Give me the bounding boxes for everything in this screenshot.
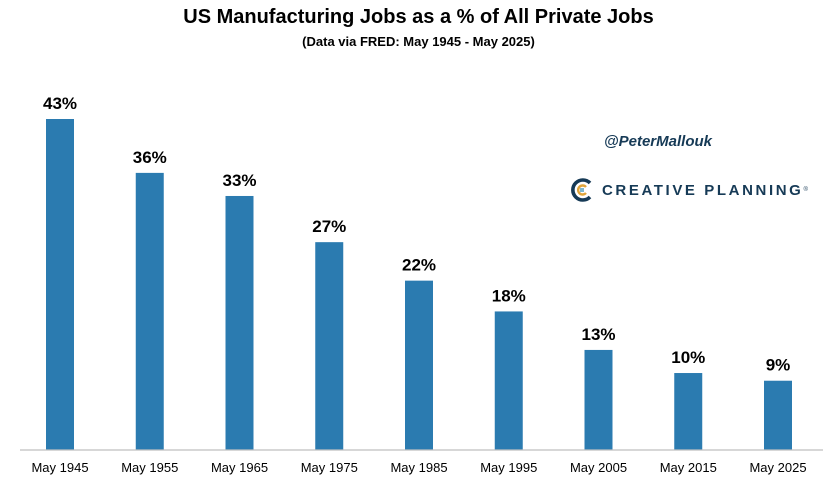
x-tick-label: May 2005 xyxy=(570,460,627,475)
x-tick-label: May 1955 xyxy=(121,460,178,475)
bar-may-2025 xyxy=(764,380,792,450)
logo-mark-icon xyxy=(571,178,592,202)
data-label: 10% xyxy=(671,348,705,367)
data-label: 13% xyxy=(581,325,615,344)
data-label: 22% xyxy=(402,256,436,275)
data-label: 33% xyxy=(222,171,256,190)
chart-subtitle: (Data via FRED: May 1945 - May 2025) xyxy=(302,34,535,49)
creative-planning-logo: CREATIVE PLANNING ® xyxy=(570,178,808,202)
x-tick-label: May 1945 xyxy=(31,460,88,475)
x-tick-label: May 2015 xyxy=(660,460,717,475)
trademark-mark: ® xyxy=(803,187,808,193)
data-label: 27% xyxy=(312,217,346,236)
x-tick-label: May 1985 xyxy=(390,460,447,475)
bar-may-1945 xyxy=(46,119,74,450)
data-label: 43% xyxy=(43,94,77,113)
chart-title: US Manufacturing Jobs as a % of All Priv… xyxy=(183,6,654,28)
bar-may-2005 xyxy=(584,349,613,450)
x-tick-label: May 2025 xyxy=(749,460,806,475)
x-tick-label: May 1965 xyxy=(211,460,268,475)
bar-may-2015 xyxy=(674,373,703,450)
logo-text: CREATIVE PLANNING xyxy=(602,181,804,199)
x-tick-label: May 1975 xyxy=(301,460,358,475)
bar-may-1985 xyxy=(405,280,433,450)
x-tick-label: May 1995 xyxy=(480,460,537,475)
bar-may-1955 xyxy=(135,172,164,450)
data-label: 9% xyxy=(766,356,791,375)
data-label: 36% xyxy=(133,148,167,167)
twitter-handle: @PeterMallouk xyxy=(604,133,712,150)
data-label: 18% xyxy=(492,286,526,305)
bar-may-1975 xyxy=(315,242,344,450)
bar-may-1965 xyxy=(225,195,254,450)
bar-may-1995 xyxy=(494,311,523,450)
